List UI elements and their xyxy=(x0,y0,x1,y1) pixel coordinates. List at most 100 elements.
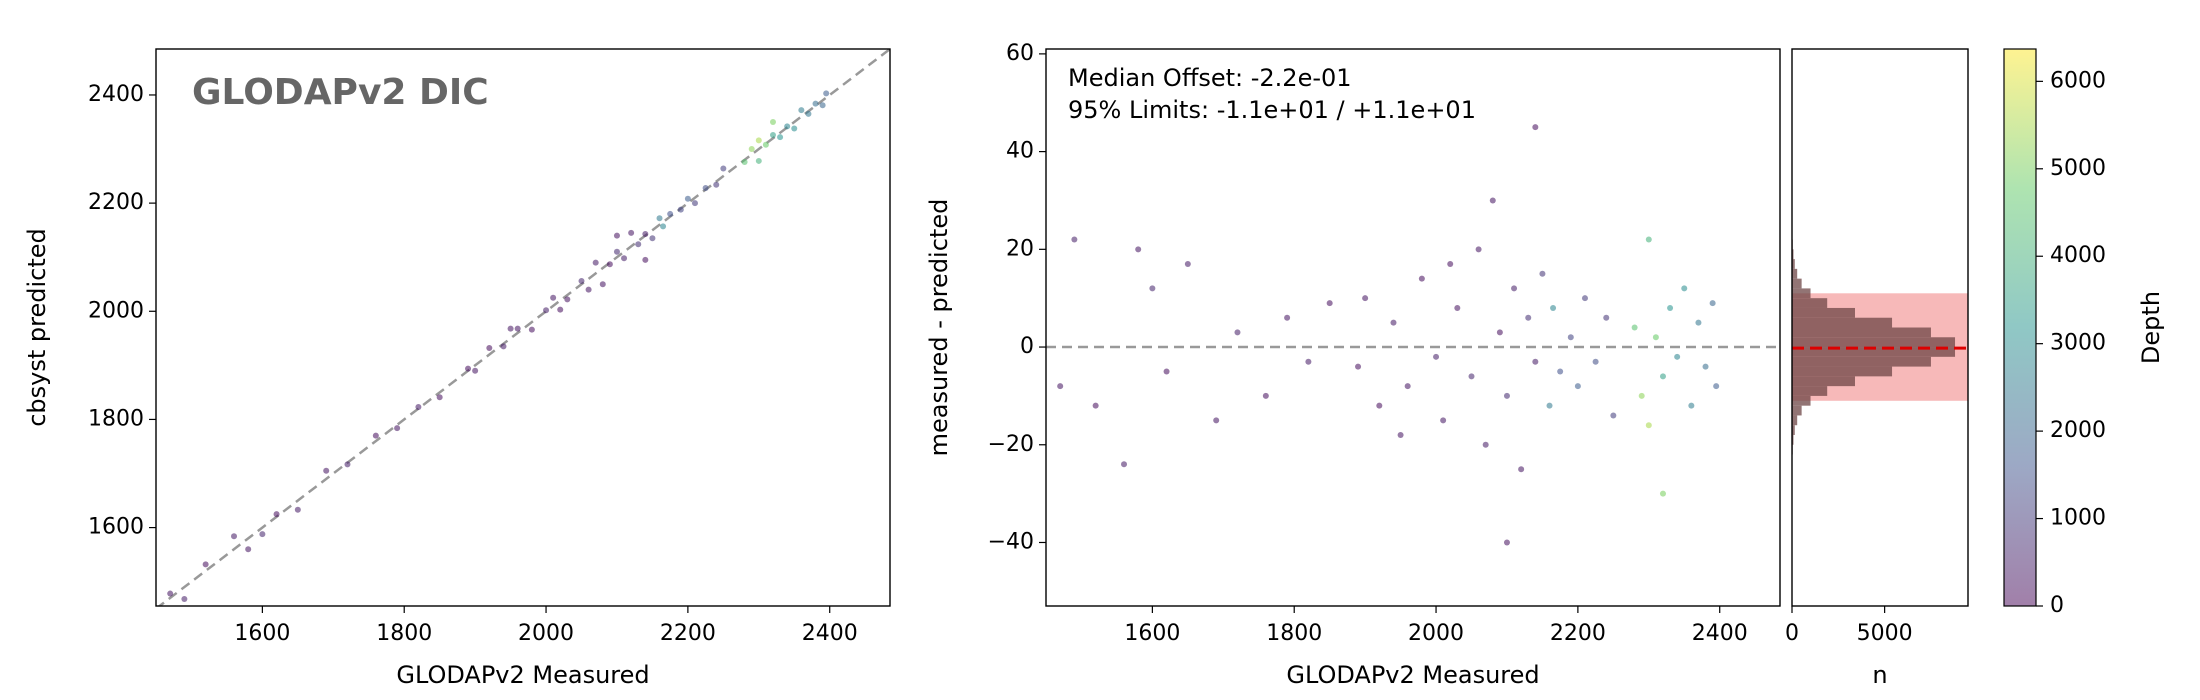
point xyxy=(1713,383,1720,390)
histogram-bar xyxy=(1792,307,1855,318)
point xyxy=(1567,334,1574,341)
x-tick-label: 2200 xyxy=(1550,621,1606,646)
point xyxy=(823,90,830,97)
point xyxy=(1468,373,1475,380)
axes-frame xyxy=(1791,48,1969,607)
point xyxy=(1546,402,1553,409)
histogram-bar xyxy=(1792,288,1811,299)
y-tick-label: −40 xyxy=(988,529,1034,554)
x-axis-label: n xyxy=(1872,661,1887,689)
point xyxy=(1581,295,1588,302)
point xyxy=(1681,285,1688,292)
point xyxy=(755,137,762,144)
point xyxy=(507,325,514,332)
point xyxy=(1709,300,1716,307)
y-tick-label: 1800 xyxy=(88,406,144,431)
point xyxy=(1433,353,1440,360)
point xyxy=(528,326,535,333)
colorbar-tick-label: 0 xyxy=(2050,593,2064,618)
point xyxy=(273,511,280,518)
x-axis-label: GLODAPv2 Measured xyxy=(396,661,649,689)
point xyxy=(1659,373,1666,380)
point xyxy=(1631,324,1638,331)
point xyxy=(1475,246,1482,253)
y-tick-label: 60 xyxy=(1006,41,1034,66)
point xyxy=(613,248,620,255)
point xyxy=(720,165,727,172)
point xyxy=(500,343,507,350)
point xyxy=(465,365,472,372)
colorbar-label: Depth xyxy=(2137,291,2165,364)
point xyxy=(344,461,351,468)
x-tick-label: 2000 xyxy=(1408,621,1464,646)
point xyxy=(1525,314,1532,321)
point xyxy=(812,100,819,107)
point xyxy=(1213,417,1220,424)
point xyxy=(1638,392,1645,399)
point xyxy=(1397,431,1404,438)
point xyxy=(684,195,691,202)
y-tick-label: 40 xyxy=(1006,139,1034,164)
point xyxy=(1688,402,1695,409)
point xyxy=(1447,260,1454,267)
y-tick-label: 20 xyxy=(1006,236,1034,261)
annotation: 95% Limits: -1.1e+01 / +1.1e+01 xyxy=(1068,96,1476,124)
histogram-bar xyxy=(1792,386,1828,396)
histogram-bar xyxy=(1792,395,1811,406)
point xyxy=(777,134,784,141)
y-tick-label: 2200 xyxy=(88,190,144,215)
point xyxy=(543,307,550,314)
colorbar xyxy=(2003,48,2037,607)
colorbar-tick-label: 3000 xyxy=(2050,331,2106,356)
histogram-bar xyxy=(1792,415,1798,426)
point xyxy=(1574,383,1581,390)
x-tick-label: 2400 xyxy=(1692,621,1748,646)
plot-area xyxy=(157,49,890,606)
x-axis-label: GLODAPv2 Measured xyxy=(1286,661,1539,689)
point xyxy=(606,261,613,268)
axes-frame xyxy=(1045,48,1781,607)
point xyxy=(1121,461,1128,468)
x-tick-label: 1800 xyxy=(1266,621,1322,646)
point xyxy=(784,123,791,130)
point xyxy=(677,206,684,213)
colorbar-tick-label: 6000 xyxy=(2050,68,2106,93)
histogram-bar xyxy=(1792,327,1931,338)
point xyxy=(1550,304,1557,311)
x-tick-label: 1600 xyxy=(234,621,290,646)
point xyxy=(1496,329,1503,336)
point xyxy=(550,294,557,301)
point xyxy=(621,255,628,262)
point xyxy=(741,159,748,166)
point xyxy=(472,367,479,374)
point xyxy=(1652,334,1659,341)
point xyxy=(167,590,174,597)
point xyxy=(769,131,776,138)
point xyxy=(1489,197,1496,204)
colorbar-tick-label: 1000 xyxy=(2050,506,2106,531)
histogram-bar xyxy=(1792,366,1893,377)
point xyxy=(323,467,330,474)
histogram-bar xyxy=(1792,376,1855,387)
point xyxy=(1702,363,1709,370)
point xyxy=(564,296,571,303)
histogram-bar xyxy=(1792,317,1893,328)
point xyxy=(486,345,493,352)
point xyxy=(557,306,564,313)
point xyxy=(1532,358,1539,365)
x-tick-label: 2000 xyxy=(518,621,574,646)
point xyxy=(1234,329,1241,336)
point xyxy=(805,110,812,117)
point xyxy=(628,229,635,236)
histogram-bar xyxy=(1792,337,1956,348)
point xyxy=(819,102,826,109)
point xyxy=(1518,466,1525,473)
histogram-bar xyxy=(1792,278,1802,289)
point xyxy=(1674,353,1681,360)
point xyxy=(791,125,798,132)
point xyxy=(585,286,592,293)
point xyxy=(1659,490,1666,497)
point xyxy=(755,157,762,164)
point xyxy=(1092,402,1099,409)
colorbar-tick-label: 2000 xyxy=(2050,418,2106,443)
